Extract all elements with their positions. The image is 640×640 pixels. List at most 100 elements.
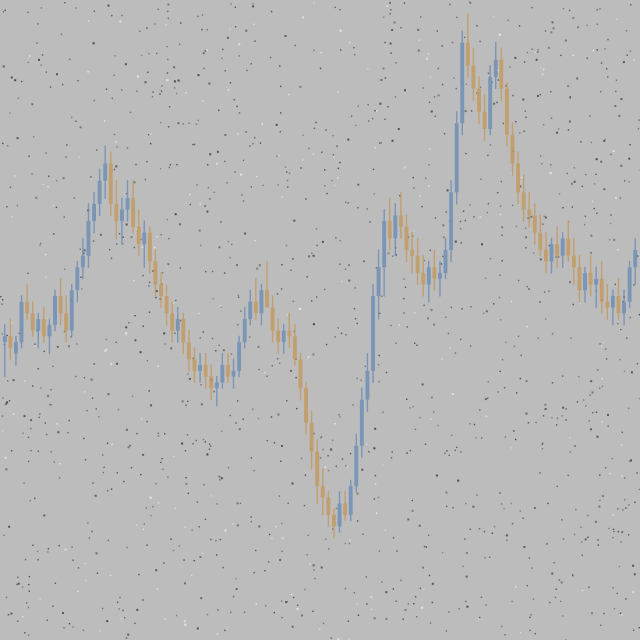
speckle-dot [360, 379, 362, 381]
speckle-dot [209, 198, 211, 200]
speckle-dot [313, 2, 315, 4]
speckle-dot [37, 450, 39, 452]
candle [610, 289, 615, 326]
speckle-dot [181, 442, 184, 445]
speckle-dot [66, 144, 68, 146]
speckle-dot [601, 345, 603, 347]
speckle-dot [218, 475, 221, 478]
speckle-dot [238, 112, 241, 114]
speckle-dot [630, 459, 632, 462]
speckle-dot [279, 362, 281, 364]
speckle-dot [348, 638, 350, 640]
speckle-dot [188, 377, 191, 380]
speckle-dot [591, 200, 594, 203]
speckle-dot [198, 312, 200, 315]
speckle-dot [499, 492, 501, 494]
speckle-dot [47, 186, 49, 188]
speckle-dot [220, 221, 222, 223]
speckle-dot [504, 436, 507, 438]
candle-body [410, 249, 415, 256]
speckle-dot [521, 176, 523, 179]
speckle-dot [572, 17, 575, 20]
speckle-dot [221, 430, 223, 432]
candle-body [80, 255, 85, 268]
speckle-dot [56, 73, 58, 76]
candle [309, 410, 314, 470]
speckle-dot [103, 466, 105, 468]
speckle-dot [233, 99, 235, 101]
speckle-dot [23, 482, 25, 484]
speckle-dot [280, 85, 282, 88]
speckle-dot [249, 145, 251, 147]
speckle-dot [27, 634, 30, 636]
speckle-dot [291, 482, 294, 485]
speckle-dot [32, 385, 34, 387]
candle-body [142, 232, 147, 245]
candle-body [471, 65, 476, 89]
speckle-dot [84, 391, 86, 393]
candle [482, 93, 487, 142]
speckle-dot [421, 205, 423, 208]
speckle-dot [320, 436, 323, 438]
speckle-dot [409, 449, 411, 452]
speckle-dot [238, 43, 241, 46]
speckle-dot [389, 13, 391, 15]
speckle-dot [499, 319, 502, 321]
speckle-dot [58, 477, 61, 479]
candle-body [560, 238, 565, 256]
candle-body [499, 59, 504, 89]
speckle-dot [533, 507, 536, 509]
speckle-dot [382, 67, 385, 70]
speckle-dot [414, 312, 416, 314]
candle [220, 352, 225, 389]
speckle-dot [250, 516, 252, 518]
speckle-dot [183, 620, 186, 623]
candle [125, 180, 130, 222]
candle-body [443, 249, 448, 273]
speckle-dot [389, 1, 391, 4]
speckle-dot [572, 303, 574, 306]
candle-body [13, 342, 18, 354]
speckle-dot [443, 133, 446, 135]
speckle-dot [593, 183, 596, 185]
speckle-dot [204, 50, 207, 52]
speckle-dot [363, 260, 365, 263]
candle-body [97, 180, 102, 204]
speckle-dot [281, 537, 284, 540]
candle [616, 278, 621, 320]
speckle-dot [184, 526, 186, 528]
speckle-dot [237, 296, 240, 298]
candle-body [477, 88, 481, 112]
speckle-dot [175, 92, 178, 95]
candle [13, 335, 18, 366]
speckle-dot [526, 326, 528, 328]
speckle-dot [629, 144, 631, 146]
candle-body [181, 319, 186, 343]
speckle-dot [335, 507, 338, 509]
candle [159, 272, 163, 309]
speckle-dot [548, 244, 550, 247]
speckle-dot [353, 308, 356, 310]
speckle-dot [325, 343, 328, 346]
speckle-dot [313, 432, 315, 435]
candle-body [594, 278, 599, 285]
speckle-dot [308, 255, 311, 258]
speckle-dot [350, 115, 353, 117]
speckle-dot [510, 447, 513, 449]
speckle-dot [628, 534, 630, 536]
speckle-dot [551, 572, 554, 575]
candle [454, 110, 459, 205]
speckle-dot [572, 574, 574, 576]
speckle-dot [562, 7, 565, 10]
speckle-dot [94, 494, 97, 497]
speckle-dot [107, 393, 110, 396]
speckle-dot [339, 263, 341, 265]
speckle-dot [524, 110, 526, 112]
speckle-dot [142, 274, 144, 277]
speckle-dot [319, 67, 322, 70]
speckle-dot [385, 591, 388, 594]
speckle-dot [531, 6, 533, 9]
speckle-dot [237, 400, 239, 402]
speckle-dot [140, 418, 143, 420]
speckle-dot [539, 301, 541, 303]
